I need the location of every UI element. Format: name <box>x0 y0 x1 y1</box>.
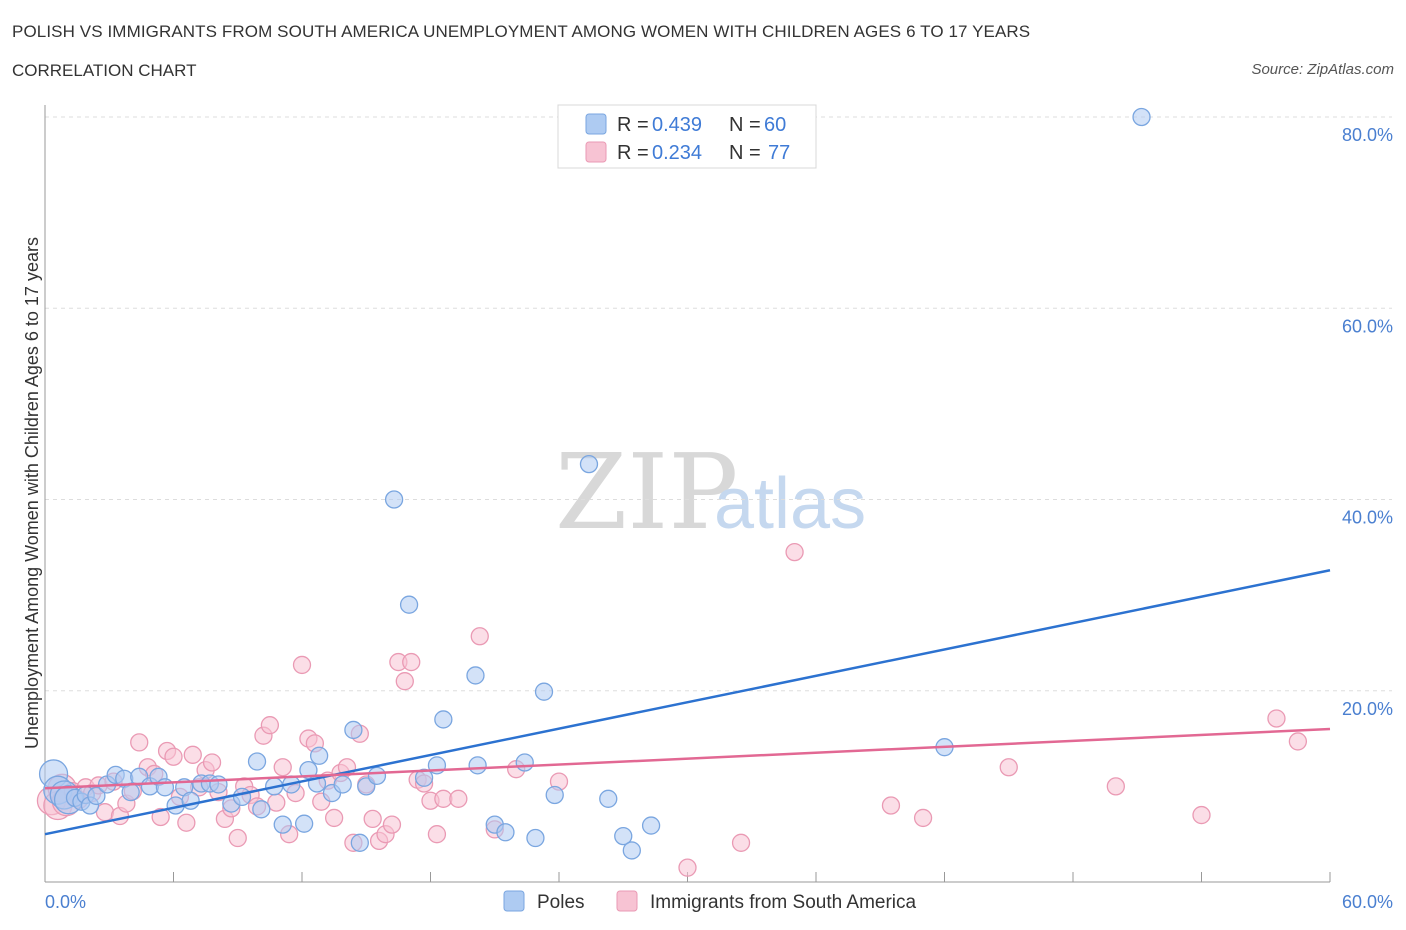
poles-point-37 <box>350 833 369 852</box>
immigrants-point-75 <box>1267 709 1286 728</box>
poles-point-50 <box>526 828 545 848</box>
y-tick-label-80: 80.0% <box>1342 125 1393 145</box>
immigrants-point-63 <box>470 627 489 646</box>
poles-point-59 <box>1132 107 1151 127</box>
bottom-legend-swatch-poles <box>503 890 525 912</box>
axes <box>44 105 1331 883</box>
bottom-legend-swatch-immigrants <box>616 890 638 912</box>
legend-n-value-poles: 60 <box>764 114 786 136</box>
chart-subtitle: CORRELATION CHART <box>12 61 197 80</box>
legend-n-label-poles: N = <box>729 114 761 136</box>
immigrants-point-60 <box>427 825 447 844</box>
poles-point-39 <box>367 766 387 786</box>
bottom-legend-label-immigrants: Immigrants from South America <box>650 892 917 913</box>
poles-point-25 <box>247 752 267 771</box>
immigrants-point-14 <box>130 733 149 752</box>
immigrants-point-39 <box>292 655 312 675</box>
y-tick-label-40: 40.0% <box>1342 508 1393 528</box>
watermark-atlas: atlas <box>714 464 866 544</box>
poles-point-26 <box>252 800 271 819</box>
immigrants-point-69 <box>785 542 804 562</box>
immigrants-point-17 <box>151 807 170 827</box>
source-label: Source: ZipAtlas.com <box>1251 61 1394 78</box>
immigrants-point-73 <box>1106 777 1125 796</box>
poles-point-33 <box>309 746 329 765</box>
immigrants-point-55 <box>395 672 414 691</box>
legend-n-value-immigrants: 77 <box>768 142 790 164</box>
poles-point-22 <box>209 775 228 794</box>
immigrants-point-21 <box>177 813 196 832</box>
immigrants-point-74 <box>1192 805 1211 825</box>
immigrants-point-56 <box>402 652 421 672</box>
x-ticks <box>173 872 1331 882</box>
legend-r-label-poles: R = <box>617 114 649 136</box>
poles-point-24 <box>232 787 252 807</box>
legend-r-value-immigrants: 0.234 <box>652 142 702 164</box>
poles-point-40 <box>468 756 487 775</box>
poles-point-56 <box>622 841 641 860</box>
bottom-legend-label-poles: Poles <box>537 892 585 913</box>
poles-point-51 <box>534 682 554 701</box>
immigrants-points <box>36 542 1308 877</box>
immigrants-point-67 <box>678 858 697 877</box>
immigrants-point-29 <box>228 828 247 848</box>
poles-point-49 <box>515 753 534 772</box>
poles-point-53 <box>579 454 599 474</box>
immigrants-point-34 <box>260 716 280 735</box>
poles-point-41 <box>384 490 404 509</box>
bottom-legend: Poles Immigrants from South America <box>503 890 917 913</box>
y-axis-title: Unemployment Among Women with Children A… <box>22 237 42 749</box>
gridlines <box>45 116 1392 692</box>
poles-point-8 <box>87 786 106 806</box>
immigrants-point-72 <box>999 758 1018 777</box>
immigrants-point-68 <box>731 833 751 852</box>
immigrants-point-44 <box>324 808 344 828</box>
immigrants-point-50 <box>363 809 382 829</box>
poles-point-35 <box>333 775 352 794</box>
poles-regression-line <box>44 569 1331 836</box>
x-tick-label-min: 0.0% <box>45 892 86 912</box>
immigrants-regression-line <box>44 727 1331 790</box>
poles-point-43 <box>414 768 434 787</box>
immigrants-point-19 <box>164 747 183 766</box>
poles-point-52 <box>545 785 564 805</box>
poles-point-46 <box>466 666 485 685</box>
y-tick-label-20: 20.0% <box>1342 699 1393 719</box>
watermark: ZIP atlas <box>555 431 866 553</box>
legend-swatch-poles <box>585 113 607 135</box>
y-tick-label-60: 60.0% <box>1342 316 1393 336</box>
immigrants-point-25 <box>202 753 222 772</box>
legend: R = 0.439 N = 60 R = 0.234 N = 77 <box>557 104 817 169</box>
poles-point-45 <box>434 710 453 729</box>
poles-point-12 <box>121 782 140 802</box>
poles-point-57 <box>641 816 661 835</box>
immigrants-point-53 <box>382 815 402 834</box>
immigrants-point-70 <box>881 796 901 815</box>
legend-swatch-immigrants <box>585 141 607 163</box>
immigrants-point-22 <box>183 745 202 764</box>
poles-point-54 <box>599 789 618 808</box>
poles-point-36 <box>344 720 363 740</box>
legend-n-label-immigrants: N = <box>729 142 761 164</box>
poles-point-55 <box>614 826 633 846</box>
poles-point-28 <box>273 815 292 834</box>
regression-lines <box>44 569 1331 836</box>
immigrants-point-76 <box>1288 732 1308 751</box>
legend-r-value-poles: 0.439 <box>652 114 702 136</box>
immigrants-point-71 <box>913 808 933 828</box>
x-tick-labels: 0.0% 60.0% <box>45 892 1393 912</box>
legend-r-label-immigrants: R = <box>617 142 649 164</box>
y-tick-labels: 20.0% 40.0% 60.0% 80.0% <box>1342 125 1393 719</box>
immigrants-point-36 <box>273 758 292 777</box>
x-tick-label-max: 60.0% <box>1342 892 1393 912</box>
chart-title: POLISH VS IMMIGRANTS FROM SOUTH AMERICA … <box>12 22 1031 41</box>
poles-point-31 <box>299 760 318 780</box>
poles-points <box>38 107 1151 860</box>
poles-point-48 <box>496 823 515 842</box>
poles-point-42 <box>399 595 419 614</box>
poles-point-30 <box>294 814 314 833</box>
immigrants-point-62 <box>449 789 468 808</box>
watermark-zip: ZIP <box>555 431 738 553</box>
